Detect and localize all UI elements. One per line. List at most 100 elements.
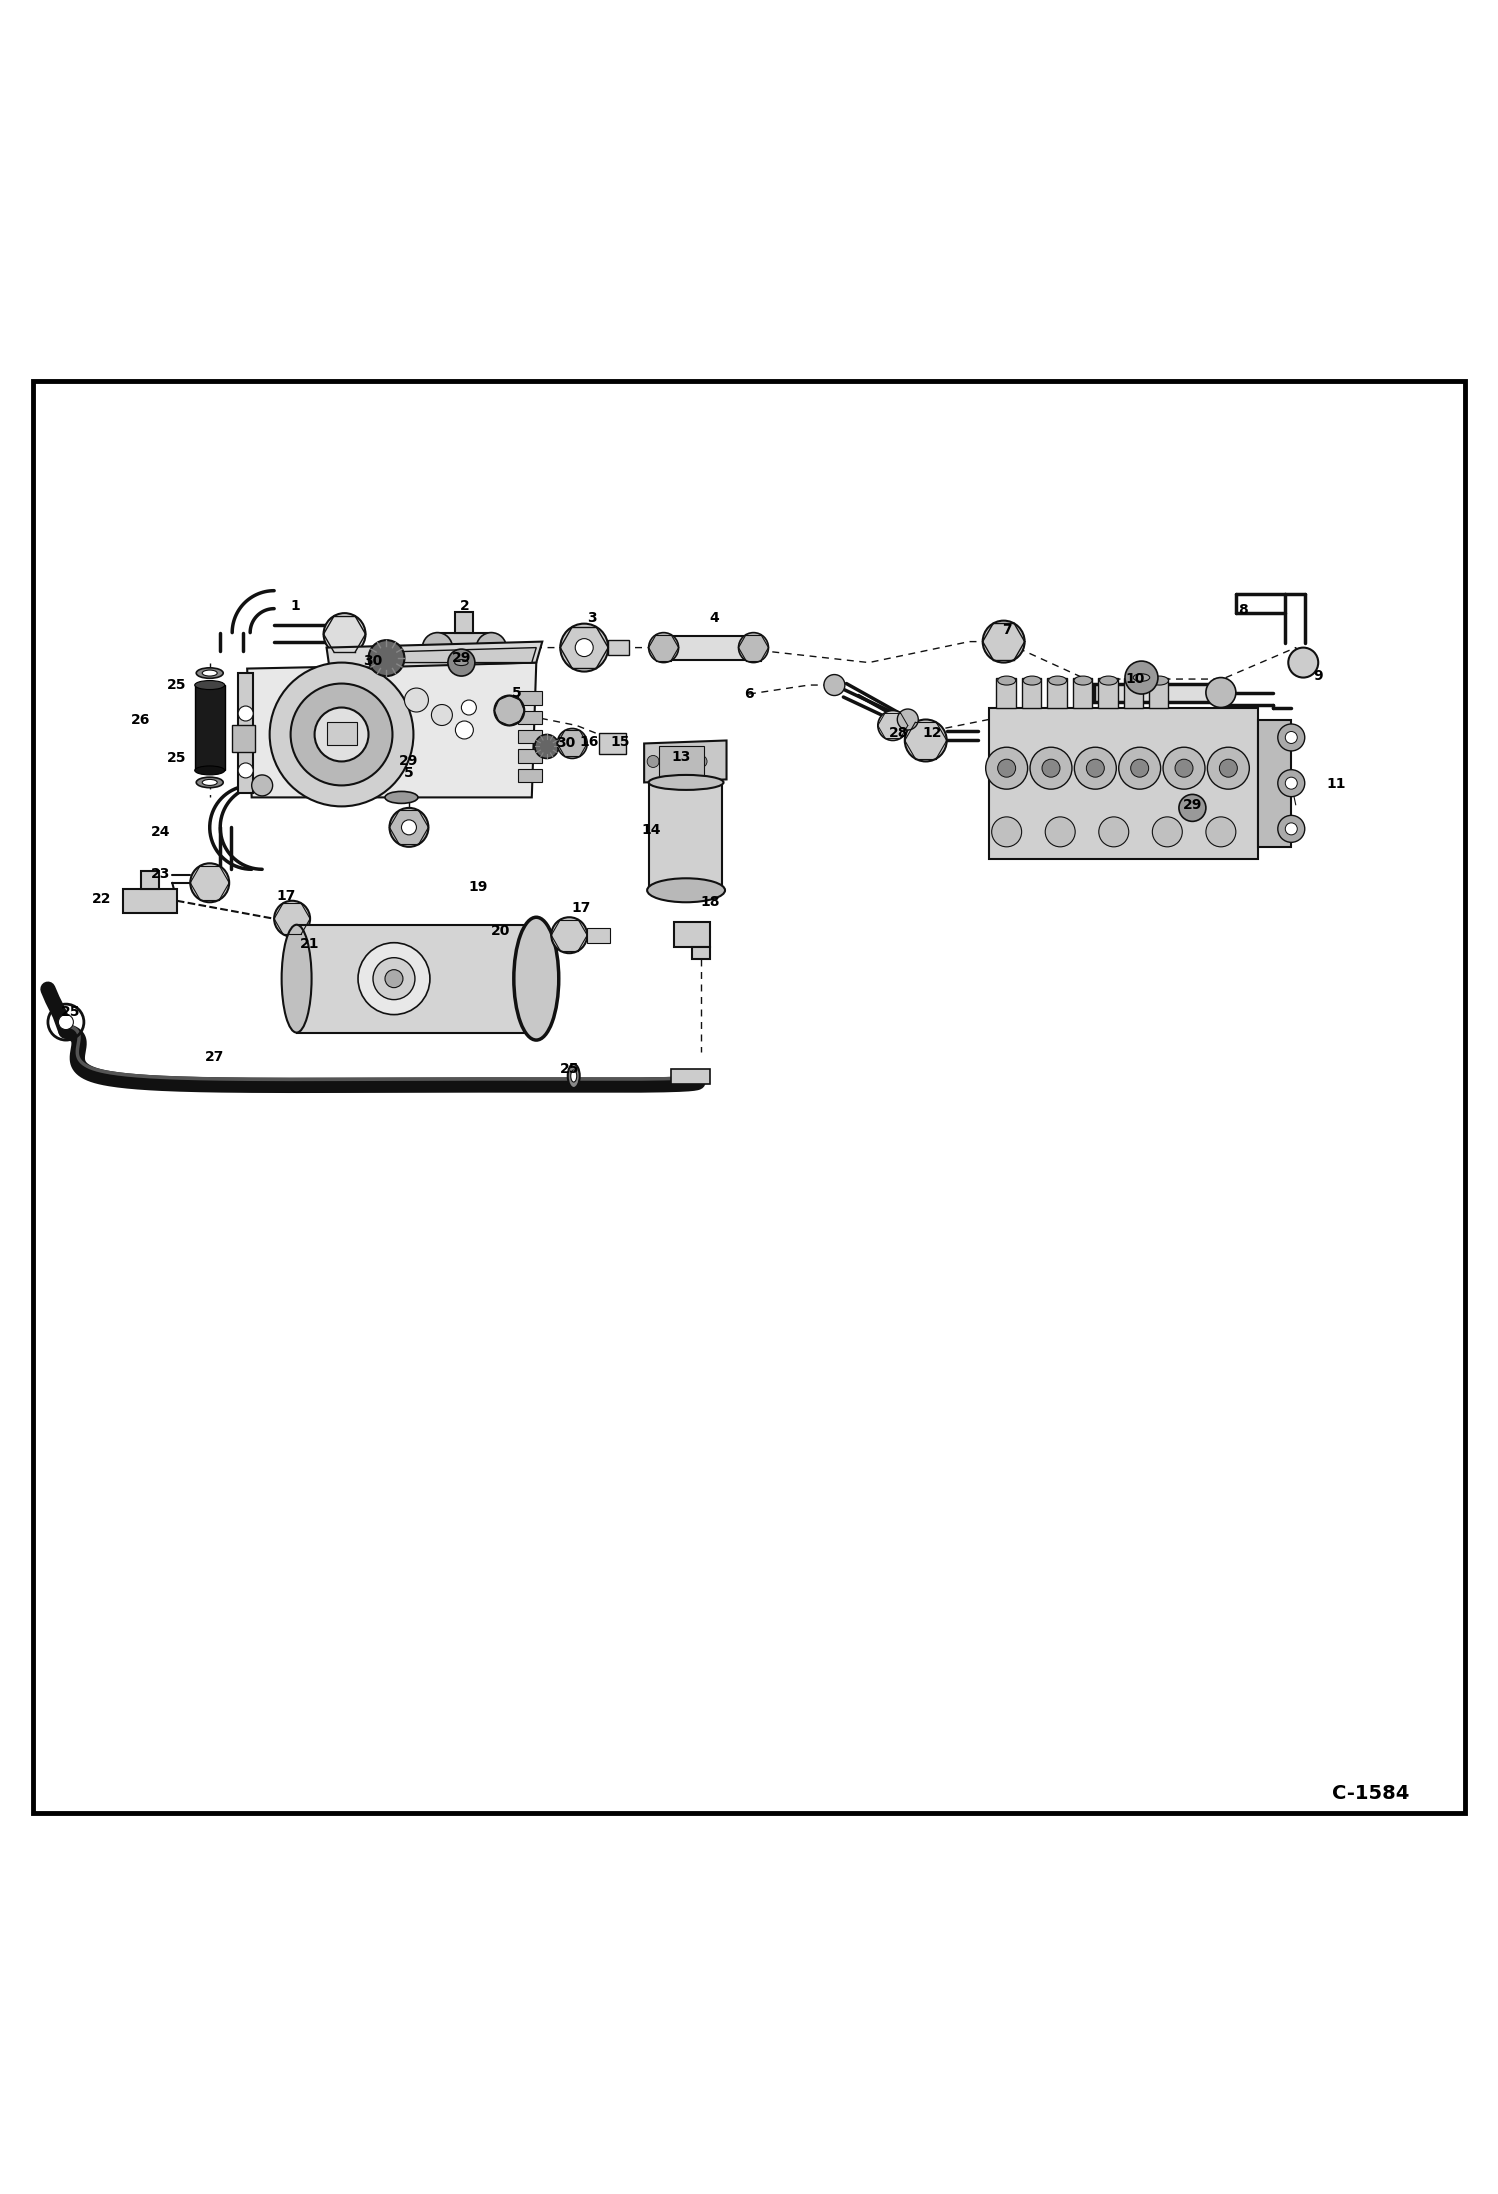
Ellipse shape (1100, 676, 1118, 685)
Circle shape (1162, 748, 1204, 790)
Polygon shape (455, 612, 473, 632)
Circle shape (448, 649, 475, 676)
Bar (195, 685, 225, 770)
Polygon shape (327, 641, 542, 669)
Text: 17: 17 (277, 889, 295, 904)
Polygon shape (247, 663, 536, 796)
Circle shape (404, 689, 428, 713)
Circle shape (992, 816, 1022, 847)
Circle shape (986, 748, 1028, 790)
Text: C-1584: C-1584 (1332, 1784, 1410, 1803)
Text: 16: 16 (580, 735, 598, 748)
Text: 10: 10 (1126, 671, 1144, 687)
Text: 21: 21 (300, 937, 321, 952)
Circle shape (1278, 770, 1305, 796)
Circle shape (1278, 724, 1305, 750)
Ellipse shape (1023, 676, 1041, 685)
Circle shape (1285, 731, 1297, 744)
Ellipse shape (195, 766, 225, 774)
Text: 25: 25 (559, 1062, 580, 1075)
Bar (518, 691, 542, 704)
Ellipse shape (1134, 674, 1150, 682)
Circle shape (1086, 759, 1104, 777)
Bar (327, 722, 357, 746)
Text: 20: 20 (491, 924, 509, 937)
Bar (518, 731, 542, 744)
Ellipse shape (998, 676, 1016, 685)
Bar (599, 733, 626, 755)
Polygon shape (383, 647, 536, 663)
Circle shape (252, 774, 273, 796)
Bar (1094, 685, 1221, 702)
Text: 28: 28 (888, 726, 909, 739)
Text: 4: 4 (710, 610, 719, 625)
Circle shape (1031, 748, 1073, 790)
Bar (608, 641, 629, 656)
Text: 11: 11 (1326, 777, 1347, 790)
Ellipse shape (1150, 676, 1168, 685)
Circle shape (431, 704, 452, 726)
Circle shape (695, 755, 707, 768)
Text: 18: 18 (700, 895, 721, 908)
Text: 29: 29 (400, 755, 418, 768)
Circle shape (983, 621, 1025, 663)
Ellipse shape (196, 667, 223, 678)
Circle shape (1219, 759, 1237, 777)
Text: 12: 12 (921, 726, 942, 739)
Circle shape (324, 612, 366, 656)
Bar (1149, 678, 1168, 706)
Circle shape (1131, 759, 1149, 777)
Text: 7: 7 (1002, 623, 1011, 636)
Circle shape (1043, 759, 1061, 777)
Circle shape (557, 728, 587, 759)
Circle shape (476, 632, 506, 663)
Bar (1258, 720, 1291, 847)
Text: 1: 1 (291, 599, 300, 612)
Text: 17: 17 (572, 902, 590, 915)
Ellipse shape (1074, 676, 1092, 685)
Circle shape (270, 663, 413, 807)
Circle shape (560, 623, 608, 671)
Text: 19: 19 (469, 880, 487, 895)
Circle shape (1152, 816, 1182, 847)
Ellipse shape (202, 669, 217, 676)
Ellipse shape (647, 878, 725, 902)
Text: 3: 3 (587, 610, 596, 625)
Text: 5: 5 (404, 766, 413, 781)
Bar (1124, 678, 1143, 706)
Bar (1047, 678, 1067, 706)
Text: 6: 6 (745, 687, 753, 702)
Circle shape (1046, 816, 1076, 847)
Ellipse shape (571, 1071, 577, 1082)
Text: 8: 8 (1239, 603, 1248, 617)
Circle shape (455, 722, 473, 739)
Text: 9: 9 (1314, 669, 1323, 682)
Ellipse shape (514, 917, 559, 1040)
Text: 29: 29 (1183, 799, 1201, 812)
Circle shape (897, 709, 918, 731)
Circle shape (190, 862, 229, 902)
Ellipse shape (521, 924, 551, 1033)
Bar (1098, 678, 1118, 706)
Polygon shape (692, 948, 710, 959)
Bar (587, 928, 610, 943)
Circle shape (649, 632, 679, 663)
Circle shape (422, 632, 452, 663)
Circle shape (274, 902, 310, 937)
Ellipse shape (649, 774, 724, 790)
Ellipse shape (385, 792, 418, 803)
Ellipse shape (1049, 676, 1067, 685)
Circle shape (1278, 816, 1305, 842)
Polygon shape (297, 924, 536, 1033)
Circle shape (1206, 678, 1236, 706)
Circle shape (1074, 748, 1116, 790)
Circle shape (461, 700, 476, 715)
Bar (996, 678, 1016, 706)
Circle shape (575, 638, 593, 656)
Bar (518, 711, 542, 724)
Polygon shape (123, 889, 177, 913)
Circle shape (1285, 823, 1297, 836)
Text: 25: 25 (60, 1005, 81, 1018)
Circle shape (369, 641, 404, 676)
Circle shape (373, 959, 415, 1000)
